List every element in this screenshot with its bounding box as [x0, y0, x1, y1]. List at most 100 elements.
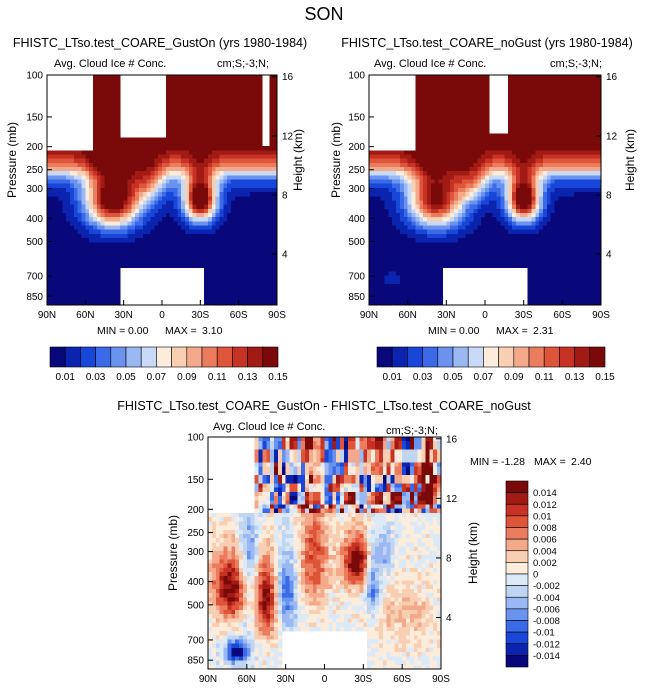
heatmap-cell: [554, 192, 560, 197]
heatmap-cell: [265, 158, 270, 164]
heatmap-cell: [177, 154, 182, 160]
heatmap-cell: [223, 171, 228, 176]
heatmap-cell: [477, 91, 482, 97]
heatmap-cell: [131, 162, 136, 168]
heatmap-cell: [54, 167, 60, 172]
heatmap-cell: [369, 225, 374, 231]
heatmap-cell: [496, 208, 502, 214]
heatmap-cell: [250, 233, 255, 239]
heatmap-cell: [388, 192, 393, 197]
heatmap-cell: [93, 259, 98, 264]
heatmap-cell: [481, 158, 486, 164]
heatmap-cell: [200, 183, 205, 189]
heatmap-cell: [242, 229, 247, 235]
heatmap-cell: [477, 200, 482, 206]
heatmap-cell: [215, 121, 221, 126]
heatmap-cell: [396, 158, 401, 164]
heatmap-cell: [442, 229, 447, 235]
heatmap-cell: [384, 167, 389, 172]
heatmap-cell: [100, 137, 106, 143]
heatmap-cell: [496, 183, 502, 189]
heatmap-cell: [492, 196, 498, 202]
heatmap-cell: [96, 179, 102, 185]
heatmap-cell: [446, 116, 451, 122]
heatmap-cell: [380, 250, 386, 256]
heatmap-cell: [89, 208, 94, 214]
heatmap-cell: [504, 208, 509, 214]
heatmap-cell: [81, 183, 86, 189]
heatmap-cell: [465, 121, 471, 126]
heatmap-cell: [384, 150, 389, 156]
heatmap-cell: [566, 238, 571, 243]
heatmap-cell: [269, 225, 274, 231]
heatmap-cell: [215, 254, 221, 260]
heatmap-cell: [254, 192, 259, 197]
heatmap-cell: [208, 225, 213, 231]
heatmap-cell: [58, 154, 63, 160]
heatmap-cell: [70, 200, 75, 206]
heatmap-cell: [100, 183, 106, 189]
heatmap-cell: [473, 233, 478, 239]
heatmap-cell: [131, 217, 136, 222]
heatmap-cell: [89, 225, 94, 231]
heatmap-cell: [477, 116, 482, 122]
heatmap-cell: [570, 141, 575, 147]
heatmap-cell: [196, 150, 201, 156]
heatmap-cell: [73, 221, 79, 227]
heatmap-cell: [227, 129, 232, 135]
heatmap-cell: [473, 125, 478, 130]
heatmap-cell: [162, 259, 167, 264]
heatmap-cell: [461, 246, 467, 252]
heatmap-cell: [242, 296, 247, 302]
heatmap-cell: [403, 229, 409, 235]
heatmap-cell: [116, 263, 121, 268]
heatmap-cell: [597, 217, 602, 222]
heatmap-cell: [550, 175, 556, 181]
heatmap-cell: [169, 133, 175, 139]
heatmap-cell: [158, 175, 163, 181]
heatmap-cell: [50, 221, 56, 227]
heatmap-cell: [438, 221, 444, 227]
heatmap-cell: [177, 162, 182, 168]
heatmap-cell: [204, 238, 209, 243]
heatmap-cell: [461, 183, 467, 189]
heatmap-cell: [554, 175, 560, 181]
heatmap-cell: [158, 263, 163, 268]
heatmap-cell: [265, 192, 270, 197]
heatmap-cell: [461, 179, 467, 185]
heatmap-cell: [388, 225, 393, 231]
heatmap-cell: [246, 284, 251, 289]
heatmap-cell: [185, 121, 190, 126]
heatmap-cell: [142, 175, 148, 181]
heatmap-cell: [407, 204, 413, 210]
heatmap-cell: [204, 95, 209, 101]
heatmap-cell: [108, 192, 113, 197]
heatmap-cell: [508, 100, 513, 105]
heatmap-cell: [104, 95, 109, 101]
heatmap-cell: [450, 141, 455, 147]
heatmap-cell: [415, 87, 420, 93]
heatmap-cell: [512, 108, 517, 114]
heatmap-cell: [450, 137, 455, 143]
heatmap-cell: [85, 213, 90, 218]
heatmap-cell: [104, 91, 109, 97]
heatmap-cell: [554, 91, 560, 97]
heatmap-cell: [238, 267, 244, 273]
heatmap-cell: [570, 221, 575, 227]
heatmap-cell: [208, 204, 213, 210]
heatmap-cell: [62, 284, 67, 289]
heatmap-cell: [515, 125, 521, 130]
heatmap-cell: [185, 162, 190, 168]
heatmap-cell: [238, 238, 244, 243]
heatmap-cell: [223, 150, 228, 156]
x-tick-label: 90N: [38, 310, 56, 321]
heatmap-cell: [169, 179, 175, 185]
heatmap-cell: [442, 171, 447, 176]
heatmap-cell: [93, 133, 98, 139]
heatmap-cell: [169, 217, 175, 222]
heatmap-cell: [219, 208, 224, 214]
heatmap-cell: [438, 121, 444, 126]
heatmap-cell: [434, 141, 440, 147]
heatmap-cell: [77, 162, 83, 168]
heatmap-cell: [597, 108, 602, 114]
